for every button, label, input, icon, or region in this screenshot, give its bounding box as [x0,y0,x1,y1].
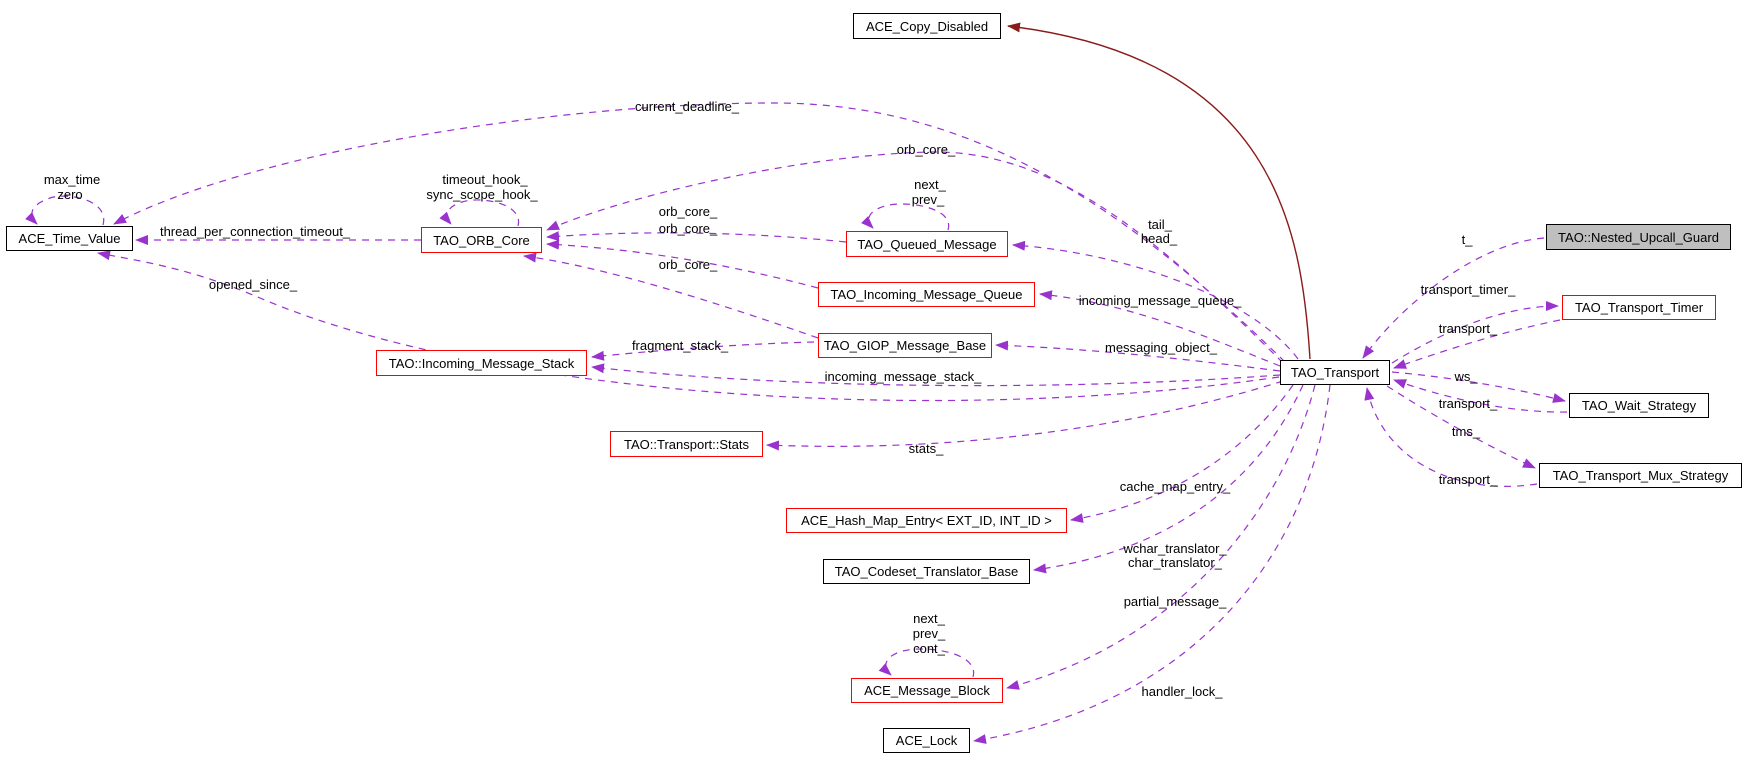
edge-orb-core-from-incoming-queue [546,239,819,289]
edge-incoming-message-queue [1039,290,1281,367]
edge-t [1362,237,1545,359]
edge-orb-core-from-transport [546,151,1284,364]
edge-fragment-stack [591,341,815,361]
node-tao-nested-upcall-guard[interactable]: TAO::Nested_Upcall_Guard [1546,224,1731,250]
node-tao-codeset-translator-base[interactable]: TAO_Codeset_Translator_Base [823,559,1030,584]
edge-messaging-object [995,340,1281,372]
edge-stats [766,380,1284,451]
edge-self-loop-orb-core [439,199,519,227]
edge-orb-core-from-giop [523,252,819,339]
node-ace-time-value[interactable]: ACE_Time_Value [6,226,133,251]
edge-current-deadline [113,102,1286,363]
edge-transport-from-mux [1364,387,1538,487]
edge-self-loop-message-block [878,648,975,678]
edge-inheritance-ace-copy-disabled [1007,22,1311,360]
edge-tail-head [1012,240,1299,360]
node-ace-hash-map-entry[interactable]: ACE_Hash_Map_Entry< EXT_ID, INT_ID > [786,508,1067,533]
node-tao-transport-stats[interactable]: TAO::Transport::Stats [610,431,763,457]
node-tao-transport[interactable]: TAO_Transport [1280,360,1390,385]
edge-self-loop-queued-message [860,203,950,231]
node-tao-queued-message[interactable]: TAO_Queued_Message [846,231,1008,257]
node-ace-lock[interactable]: ACE_Lock [883,728,970,753]
edge-opened-since [97,250,1280,402]
node-tao-incoming-message-stack[interactable]: TAO::Incoming_Message_Stack [376,350,587,376]
node-tao-giop-message-base[interactable]: TAO_GIOP_Message_Base [818,333,992,358]
node-ace-message-block[interactable]: ACE_Message_Block [851,678,1003,703]
edge-orb-core-from-queued [546,231,847,243]
node-tao-incoming-message-queue[interactable]: TAO_Incoming_Message_Queue [818,282,1035,307]
edge-transport-from-timer [1393,319,1561,369]
edge-ws [1391,371,1566,403]
node-tao-orb-core[interactable]: TAO_ORB_Core [421,227,542,253]
edge-transport-from-ws [1393,379,1568,413]
node-tao-transport-timer[interactable]: TAO_Transport_Timer [1562,295,1716,320]
edge-handler-lock [973,384,1331,744]
edge-cache-map-entry [1070,384,1294,523]
edge-wchar-char-translator [1033,384,1304,574]
edge-incoming-message-stack [591,363,1281,387]
node-ace-copy-disabled[interactable]: ACE_Copy_Disabled [853,13,1001,39]
edge-transport-timer [1391,301,1559,364]
edge-partial-message [1006,384,1316,690]
node-tao-wait-strategy[interactable]: TAO_Wait_Strategy [1569,393,1709,418]
node-tao-transport-mux-strategy[interactable]: TAO_Transport_Mux_Strategy [1539,463,1742,488]
edge-self-loop-time-value [24,195,105,226]
